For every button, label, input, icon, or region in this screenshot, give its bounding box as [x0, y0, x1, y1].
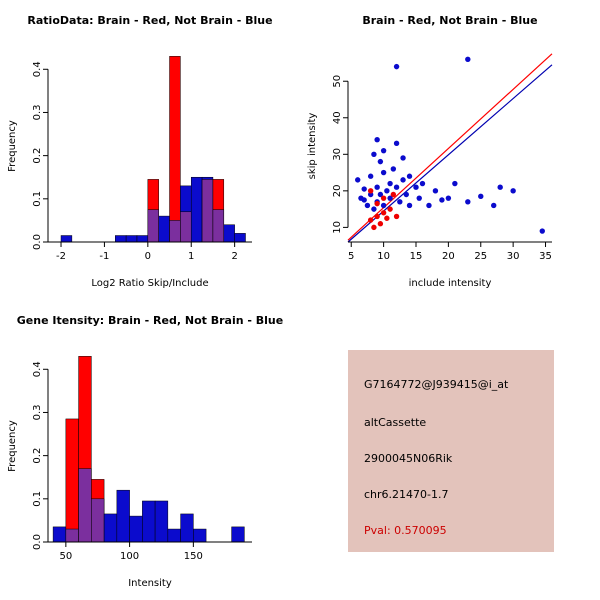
gene-name-text: 2900045N06Rik	[364, 452, 453, 465]
chart-title: Gene Itensity: Brain - Red, Not Brain - …	[16, 314, 284, 327]
svg-text:0.4: 0.4	[32, 61, 43, 77]
svg-text:20: 20	[442, 251, 455, 262]
svg-text:25: 25	[474, 251, 487, 262]
chart-title: Brain - Red, Not Brain - Blue	[362, 14, 538, 27]
panel-intensity-scatter: Brain - Red, Not Brain - Blue skip inten…	[300, 0, 600, 300]
svg-text:20: 20	[332, 184, 343, 197]
svg-text:100: 100	[120, 551, 139, 562]
svg-text:0: 0	[145, 251, 151, 262]
svg-text:10: 10	[377, 251, 390, 262]
panel-ratio-histogram: RatioData: Brain - Red, Not Brain - Blue…	[0, 0, 300, 300]
gene-intensity-histogram-plot: 50 100 150 0.0 0.1 0.2 0.3 0.4	[32, 356, 252, 562]
svg-text:0.1: 0.1	[32, 191, 43, 207]
svg-text:-1: -1	[99, 251, 109, 262]
svg-text:0.2: 0.2	[32, 148, 43, 164]
ratio-histogram-plot: -2 -1 0 1 2 0.0 0.1 0.2 0.3 0.4	[32, 56, 252, 262]
svg-text:-2: -2	[56, 251, 66, 262]
info-box: G7164772@J939415@i_at altCassette 290004…	[348, 350, 554, 552]
coordinates-text: chr6.21470-1.7	[364, 488, 449, 501]
panel-info: G7164772@J939415@i_at altCassette 290004…	[300, 300, 600, 600]
svg-text:2: 2	[231, 251, 237, 262]
svg-text:30: 30	[507, 251, 520, 262]
svg-text:5: 5	[348, 251, 354, 262]
svg-text:35: 35	[539, 251, 552, 262]
svg-text:0.3: 0.3	[32, 105, 43, 121]
intensity-scatter-plot: 5 10 15 20 25 30 35 10 20 30 40 50	[332, 53, 553, 262]
svg-text:0.1: 0.1	[32, 491, 43, 507]
svg-text:150: 150	[184, 551, 203, 562]
svg-text:50: 50	[332, 75, 343, 88]
svg-text:0.2: 0.2	[32, 448, 43, 464]
chart-title: RatioData: Brain - Red, Not Brain - Blue	[27, 14, 273, 27]
svg-text:10: 10	[332, 221, 343, 234]
probe-id-text: G7164772@J939415@i_at	[364, 378, 509, 391]
panel-gene-intensity-histogram: Gene Itensity: Brain - Red, Not Brain - …	[0, 300, 300, 600]
svg-text:30: 30	[332, 148, 343, 161]
svg-text:0.0: 0.0	[32, 534, 43, 550]
event-type-text: altCassette	[364, 416, 427, 429]
svg-text:40: 40	[332, 111, 343, 124]
svg-text:0.3: 0.3	[32, 405, 43, 421]
svg-text:15: 15	[410, 251, 423, 262]
x-axis-label: Log2 Ratio Skip/Include	[91, 278, 209, 289]
svg-text:1: 1	[188, 251, 194, 262]
x-axis-label: include intensity	[408, 278, 492, 289]
svg-text:50: 50	[59, 551, 72, 562]
pval-text: Pval: 0.570095	[364, 524, 447, 537]
svg-text:0.4: 0.4	[32, 361, 43, 377]
x-axis-label: Intensity	[128, 578, 172, 589]
svg-text:0.0: 0.0	[32, 234, 43, 250]
